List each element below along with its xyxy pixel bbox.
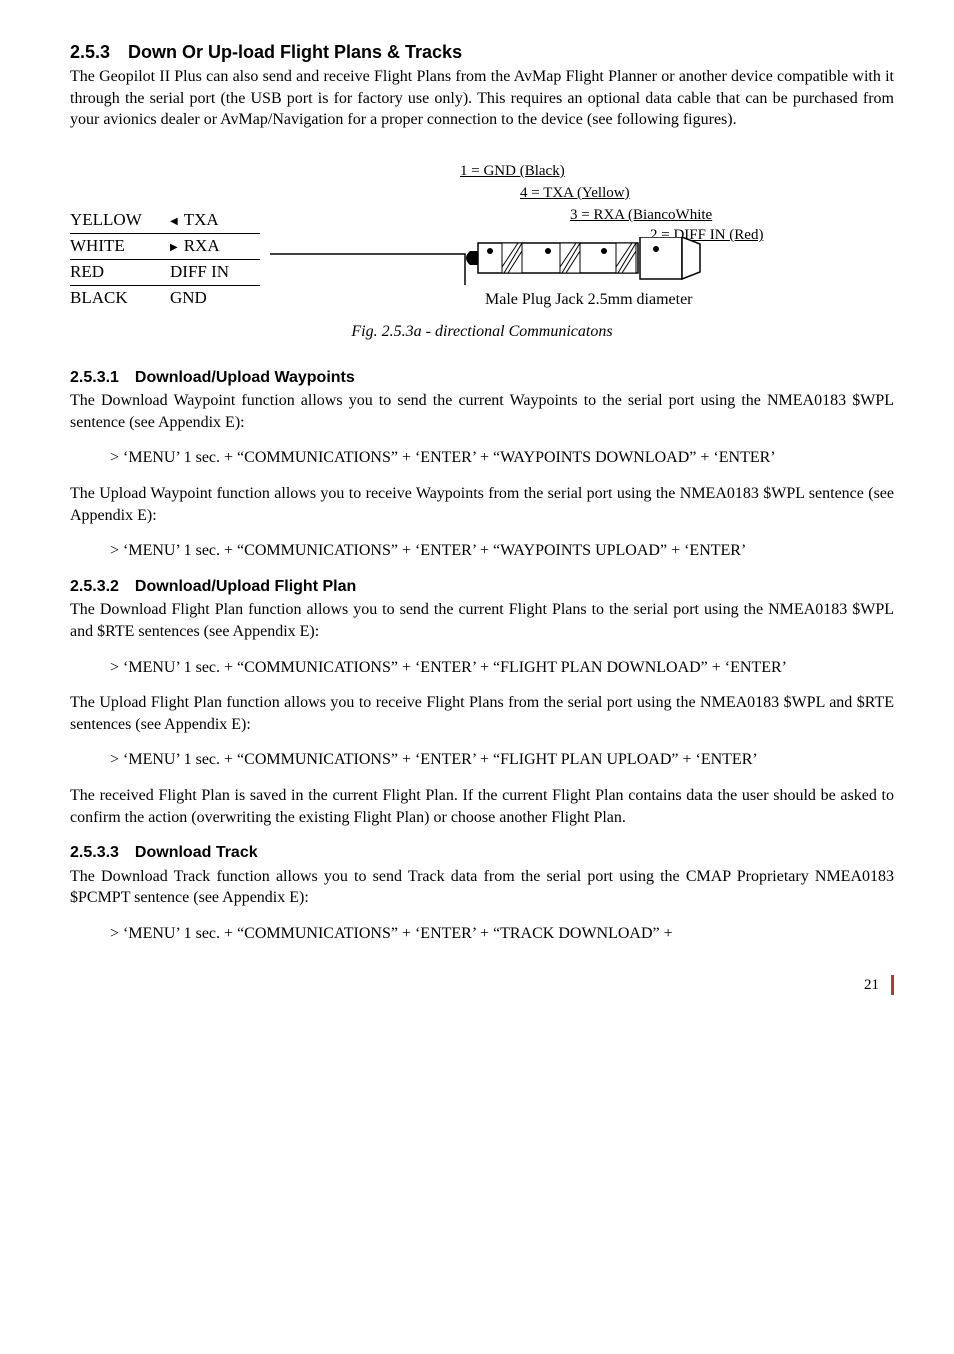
cmd-2533-1: > ‘MENU’ 1 sec. + “COMMUNICATIONS” + ‘EN… xyxy=(70,923,894,945)
heading-2532: 2.5.3.2 Download/Upload Flight Plan xyxy=(70,576,894,598)
pin-color: WHITE xyxy=(70,234,170,260)
para-2532-1: The Download Flight Plan function allows… xyxy=(70,599,894,642)
pin-row: REDDIFF IN xyxy=(70,260,260,286)
plug-svg xyxy=(270,237,780,292)
cmd-2532-1: > ‘MENU’ 1 sec. + “COMMUNICATIONS” + ‘EN… xyxy=(70,657,894,679)
diagram-label-1: 1 = GND (Black) xyxy=(460,161,565,181)
diagram-label-3: 3 = RXA (BiancoWhite xyxy=(570,205,712,225)
pin-color: RED xyxy=(70,260,170,286)
pin-row: BLACKGND xyxy=(70,286,260,311)
para-2531-1: The Download Waypoint function allows yo… xyxy=(70,390,894,433)
page-number: 21 xyxy=(864,975,887,995)
para-2532-3: The received Flight Plan is saved in the… xyxy=(70,785,894,828)
pin-row: YELLOWTXA xyxy=(70,208,260,233)
pin-signal: DIFF IN xyxy=(170,260,260,286)
figure-caption: Fig. 2.5.3a - directional Communicatons xyxy=(70,321,894,343)
para-2531-2: The Upload Waypoint function allows you … xyxy=(70,483,894,526)
para-253-intro: The Geopilot II Plus can also send and r… xyxy=(70,66,894,131)
cmd-2531-2: > ‘MENU’ 1 sec. + “COMMUNICATIONS” + ‘EN… xyxy=(70,540,894,562)
pin-signal: GND xyxy=(170,286,260,311)
cmd-2531-1: > ‘MENU’ 1 sec. + “COMMUNICATIONS” + ‘EN… xyxy=(70,447,894,469)
pin-color: YELLOW xyxy=(70,208,170,233)
pin-table: YELLOWTXAWHITERXAREDDIFF INBLACKGND xyxy=(70,208,260,311)
para-2532-2: The Upload Flight Plan function allows y… xyxy=(70,692,894,735)
plug-caption: Male Plug Jack 2.5mm diameter xyxy=(485,289,693,311)
plug-diagram: 1 = GND (Black) 4 = TXA (Yellow) 3 = RXA… xyxy=(270,161,894,311)
diagram-label-4: 4 = TXA (Yellow) xyxy=(520,183,630,203)
pin-signal: TXA xyxy=(170,208,260,233)
para-2533-1: The Download Track function allows you t… xyxy=(70,866,894,909)
page-number-container: 21 xyxy=(70,975,894,995)
pin-color: BLACK xyxy=(70,286,170,311)
figure-253a: YELLOWTXAWHITERXAREDDIFF INBLACKGND 1 = … xyxy=(70,161,894,311)
cmd-2532-2: > ‘MENU’ 1 sec. + “COMMUNICATIONS” + ‘EN… xyxy=(70,749,894,771)
heading-2531: 2.5.3.1 Download/Upload Waypoints xyxy=(70,367,894,389)
heading-253: 2.5.3 Down Or Up-load Flight Plans & Tra… xyxy=(70,40,894,64)
heading-2533: 2.5.3.3 Download Track xyxy=(70,842,894,864)
pin-signal: RXA xyxy=(170,234,260,260)
pin-row: WHITERXA xyxy=(70,234,260,260)
